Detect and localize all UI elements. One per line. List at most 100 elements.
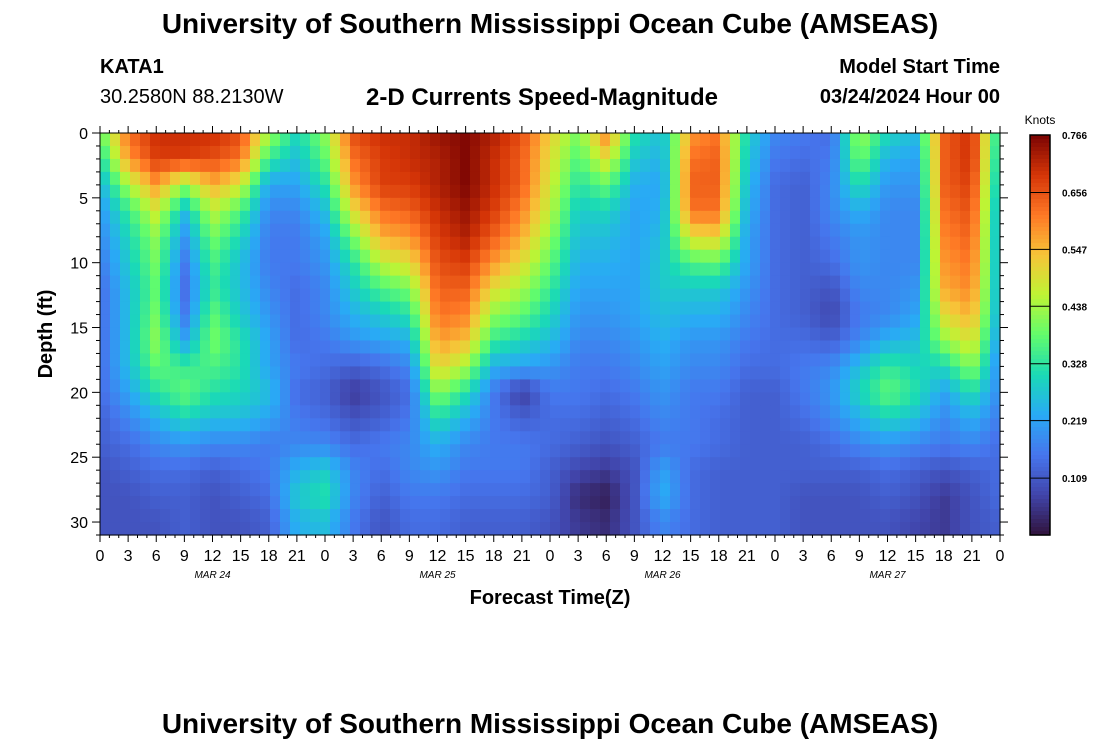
heatmap-cell — [150, 418, 161, 432]
heatmap-cell — [740, 470, 751, 484]
heatmap-cell — [630, 301, 641, 316]
heatmap-cell — [170, 496, 181, 510]
heatmap-cell — [400, 262, 411, 277]
heatmap-cell — [640, 392, 651, 406]
heatmap-cell — [940, 444, 951, 458]
x-tick-label: 9 — [855, 548, 864, 565]
model-start-value: 03/24/2024 Hour 00 — [819, 86, 1000, 108]
heatmap-cell — [920, 405, 931, 419]
heatmap-cell — [960, 418, 971, 432]
heatmap-cell — [710, 483, 721, 497]
heatmap-cell — [550, 496, 561, 510]
heatmap-cell — [860, 444, 871, 458]
heatmap-cell — [810, 444, 821, 458]
heatmap-cell — [520, 145, 531, 160]
heatmap-cell — [420, 133, 431, 147]
heatmap-cell — [590, 353, 601, 368]
heatmap-cell — [370, 340, 381, 355]
heatmap-cell — [180, 496, 191, 510]
heatmap-cell — [550, 457, 561, 471]
heatmap-cell — [670, 236, 681, 251]
heatmap-cell — [780, 314, 791, 329]
heatmap-cell — [210, 457, 221, 471]
heatmap-cell — [210, 470, 221, 484]
heatmap-cell — [350, 133, 361, 147]
heatmap-cell — [590, 236, 601, 251]
heatmap-cell — [180, 418, 191, 432]
heatmap-cell — [600, 457, 611, 471]
heatmap-cell — [180, 301, 191, 316]
heatmap-cell — [680, 418, 691, 432]
colorbar-segment — [1030, 291, 1050, 296]
heatmap-cell — [550, 405, 561, 419]
heatmap-cell — [620, 275, 631, 290]
heatmap-cell — [180, 262, 191, 277]
x-tick-label: 3 — [349, 548, 358, 565]
heatmap-cell — [660, 133, 671, 147]
heatmap-cell — [330, 340, 341, 355]
colorbar-segment — [1030, 267, 1050, 272]
heatmap-cell — [600, 288, 611, 303]
heatmap-cell — [380, 133, 391, 147]
heatmap-cell — [700, 145, 711, 160]
heatmap-cell — [520, 249, 531, 264]
heatmap-cell — [140, 327, 151, 342]
heatmap-cell — [440, 275, 451, 290]
heatmap-cell — [590, 392, 601, 406]
heatmap-cell — [180, 275, 191, 290]
heatmap-cell — [680, 249, 691, 264]
heatmap-cell — [860, 366, 871, 380]
heatmap-cell — [100, 496, 111, 510]
heatmap-cell — [410, 184, 421, 199]
heatmap-cell — [940, 353, 951, 368]
heatmap-cell — [190, 366, 201, 380]
heatmap-cell — [410, 288, 421, 303]
heatmap-cell — [400, 470, 411, 484]
heatmap-cell — [950, 262, 961, 277]
heatmap-cell — [460, 314, 471, 329]
heatmap-cell — [340, 418, 351, 432]
heatmap-cell — [660, 392, 671, 406]
heatmap-cell — [390, 314, 401, 329]
heatmap-cell — [580, 210, 591, 225]
heatmap-cell — [640, 496, 651, 510]
heatmap-cell — [610, 262, 621, 277]
heatmap-cell — [390, 392, 401, 406]
heatmap-cell — [140, 522, 151, 536]
heatmap-cell — [540, 327, 551, 342]
heatmap-cell — [300, 210, 311, 225]
heatmap-cell — [840, 275, 851, 290]
heatmap-cell — [640, 184, 651, 199]
colorbar-segment — [1030, 339, 1050, 344]
heatmap-cell — [530, 405, 541, 419]
heatmap-cell — [750, 392, 761, 406]
heatmap-cell — [320, 145, 331, 160]
heatmap-cell — [460, 353, 471, 368]
heatmap-cell — [190, 288, 201, 303]
heatmap-cell — [740, 301, 751, 316]
heatmap-cell — [640, 405, 651, 419]
heatmap-cell — [620, 236, 631, 251]
heatmap-cell — [280, 509, 291, 523]
heatmap-cell — [990, 288, 1001, 303]
heatmap-cell — [140, 223, 151, 238]
heatmap-cell — [340, 262, 351, 277]
heatmap-cell — [800, 379, 811, 393]
heatmap-cell — [210, 366, 221, 380]
heatmap-cell — [800, 509, 811, 523]
heatmap-cell — [490, 509, 501, 523]
colorbar-tick-label: 0.219 — [1062, 417, 1087, 428]
heatmap-cell — [600, 431, 611, 445]
heatmap-cell — [540, 184, 551, 199]
heatmap-cell — [520, 483, 531, 497]
heatmap-cell — [380, 314, 391, 329]
heatmap-cell — [430, 158, 441, 173]
heatmap-cell — [250, 275, 261, 290]
heatmap-cell — [410, 171, 421, 186]
heatmap-cell — [300, 340, 311, 355]
heatmap-cell — [270, 275, 281, 290]
heatmap-cell — [310, 353, 321, 368]
heatmap-cell — [760, 158, 771, 173]
heatmap-cell — [100, 457, 111, 471]
heatmap-cell — [250, 418, 261, 432]
